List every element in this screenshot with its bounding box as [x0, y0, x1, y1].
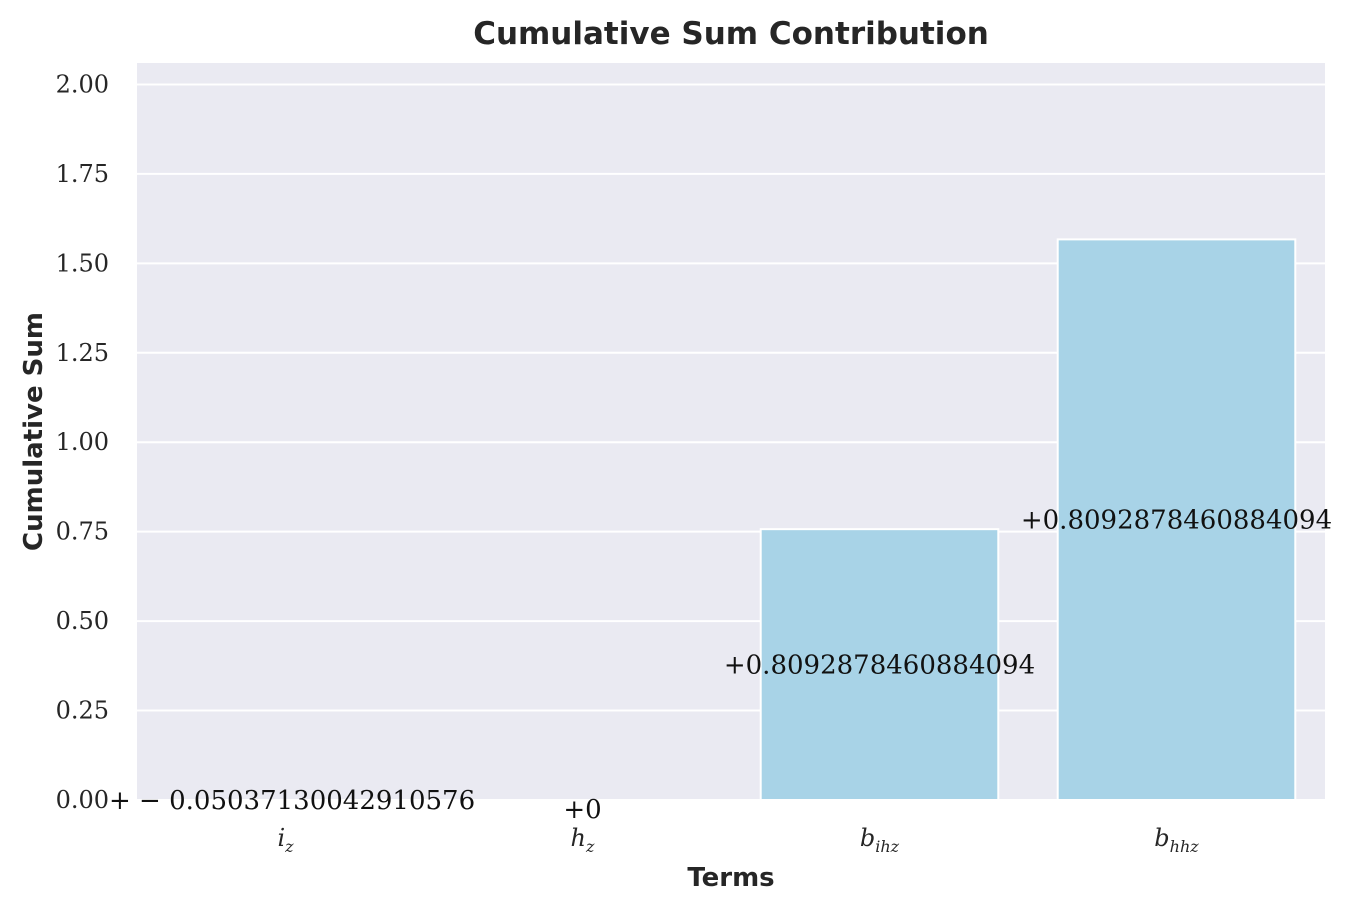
bar: [1056, 238, 1297, 801]
bar: [759, 528, 1000, 802]
bars: [759, 238, 1297, 802]
chart-title: Cumulative Sum Contribution: [473, 16, 989, 52]
y-axis-ticks: 0.00 0.25 0.50 0.75 1.00 1.25 1.50 1.75 2.00: [56, 70, 109, 814]
bar-value-label: +0.8092878460884094: [1021, 506, 1332, 536]
y-axis-label: Cumulative Sum: [19, 312, 49, 551]
bar-value-labels: + − 0.05037130042910576 +0 +0.809287846088…: [109, 506, 1332, 825]
x-axis-ticks: iz hz bihz bhhz: [277, 824, 1199, 856]
y-tick-label: 1.50: [56, 249, 109, 277]
x-tick-label: bihz: [860, 824, 900, 856]
bar-value-label: + − 0.05037130042910576: [109, 786, 475, 816]
x-tick-label: bhhz: [1154, 824, 1199, 856]
y-tick-label: 0.50: [56, 607, 109, 635]
y-tick-label: 0.25: [56, 697, 109, 725]
bar-value-label: +0: [563, 795, 601, 825]
x-tick-label: hz: [571, 824, 595, 856]
y-tick-label: 1.75: [56, 160, 109, 188]
x-axis-label: Terms: [687, 863, 774, 893]
y-tick-label: 1.25: [56, 339, 109, 367]
x-tick-label: iz: [277, 824, 294, 856]
y-tick-label: 2.00: [56, 70, 109, 98]
bar-value-label: +0.8092878460884094: [724, 651, 1035, 681]
y-tick-label: 0.75: [56, 518, 109, 546]
y-tick-label: 1.00: [56, 428, 109, 456]
y-tick-label: 0.00: [56, 786, 109, 814]
